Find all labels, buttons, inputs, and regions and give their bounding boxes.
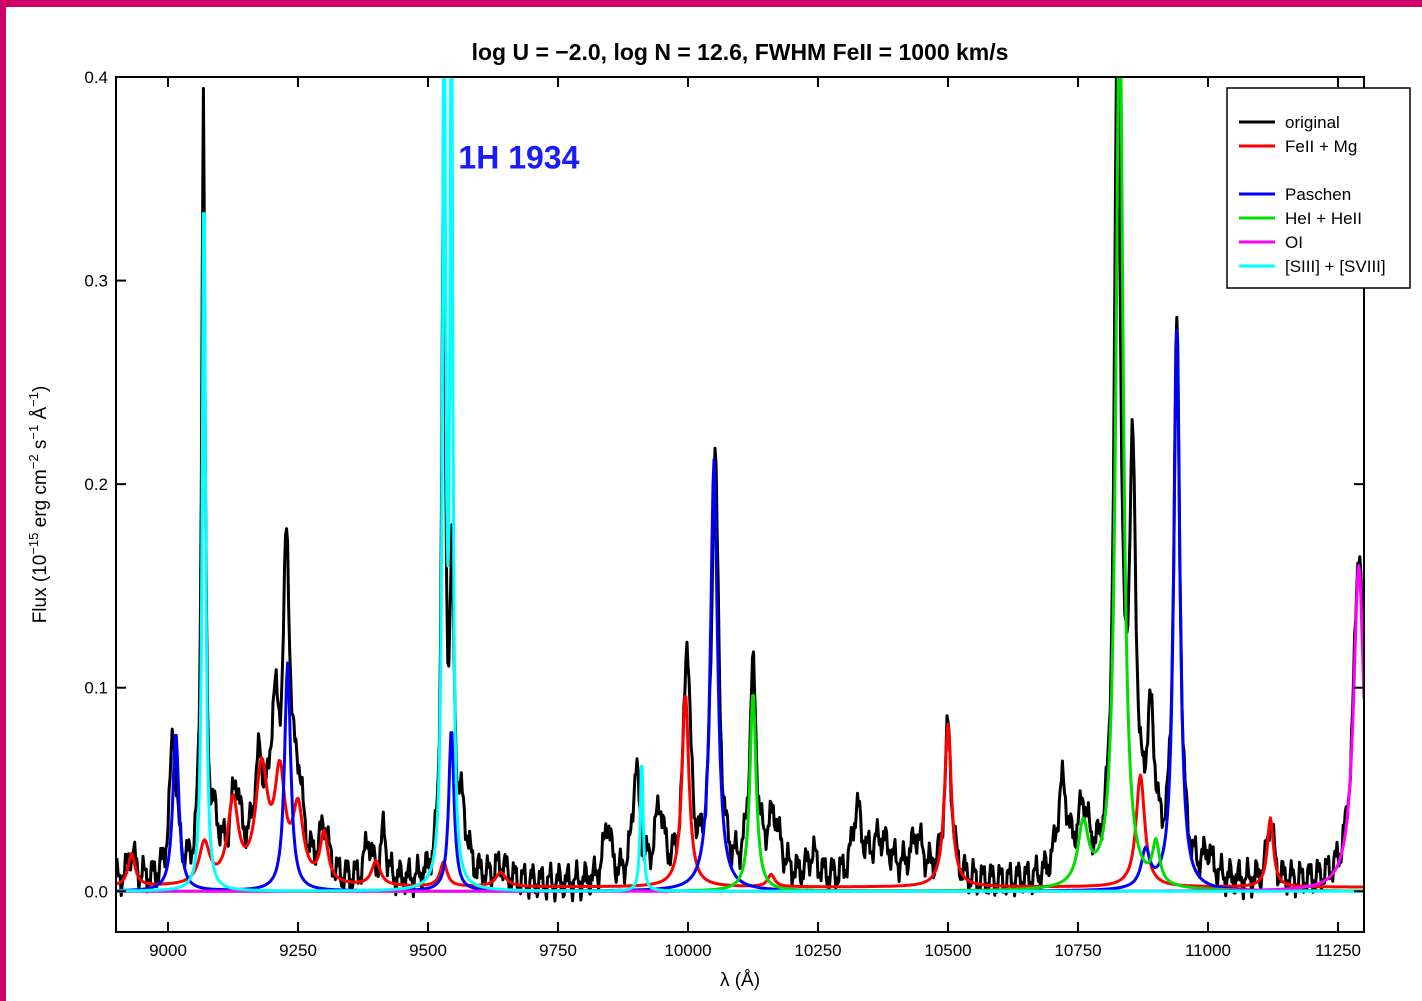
y-label-exp: −15 — [26, 533, 41, 555]
y-tick-label: 0.2 — [84, 475, 108, 494]
x-tick-label: 10750 — [1054, 941, 1101, 960]
y-axis-label: Flux (10−15 erg cm−2 s−1 Å−1) — [26, 386, 51, 624]
series-line-hei-heii — [116, 77, 1364, 893]
x-tick-label: 9250 — [279, 941, 317, 960]
x-tick-label: 10250 — [794, 941, 841, 960]
legend-label: original — [1285, 113, 1340, 132]
x-tick-label: 9750 — [539, 941, 577, 960]
legend-label: [SIII] + [SVIII] — [1285, 257, 1386, 276]
legend-label: OI — [1285, 233, 1303, 252]
y-tick-label: 0.1 — [84, 679, 108, 698]
y-label-part: Flux (10 — [30, 555, 51, 624]
plot-frame — [115, 76, 1365, 933]
y-label-exp: −2 — [26, 454, 41, 469]
y-tick-label: 0.3 — [84, 272, 108, 291]
series-line-oi — [116, 564, 1364, 893]
y-tick-label: 0.4 — [84, 68, 108, 87]
series-line--siii-sviii- — [116, 77, 1364, 893]
y-label-part: s — [30, 440, 51, 455]
legend-label: Paschen — [1285, 185, 1351, 204]
object-name-annotation: 1H 1934 — [458, 140, 579, 176]
series-line-original — [116, 77, 1364, 903]
series-line-paschen — [116, 328, 1364, 893]
chart-legend: original FeII + Mg Paschen HeI + HeII OI [SII… — [1226, 87, 1411, 289]
x-axis-label: λ (Å) — [720, 970, 760, 991]
x-tick-label: 10500 — [924, 941, 971, 960]
series-layer — [116, 77, 1364, 903]
y-label-exp: −1 — [26, 392, 41, 407]
legend-label: FeII + Mg — [1285, 137, 1357, 156]
y-label-part: ) — [30, 386, 51, 392]
x-tick-label: 9500 — [409, 941, 447, 960]
ticks-layer: 9000 9250 9500 9750 10000 10250 10500 10750 1100… — [84, 68, 1364, 960]
y-label-part: Å — [30, 407, 51, 425]
x-tick-label: 11250 — [1315, 941, 1361, 960]
y-label-part: erg cm — [30, 469, 51, 532]
x-tick-label: 11000 — [1185, 941, 1231, 960]
chart-title: log U = −2.0, log N = 12.6, FWHM FeII = … — [472, 39, 1009, 65]
legend-label: HeI + HeII — [1285, 209, 1362, 228]
y-tick-label: 0.0 — [84, 882, 108, 901]
x-tick-label: 9000 — [149, 941, 187, 960]
x-tick-label: 10000 — [664, 941, 711, 960]
y-label-exp: −1 — [26, 425, 41, 440]
series-line-feii-mg — [116, 695, 1364, 889]
